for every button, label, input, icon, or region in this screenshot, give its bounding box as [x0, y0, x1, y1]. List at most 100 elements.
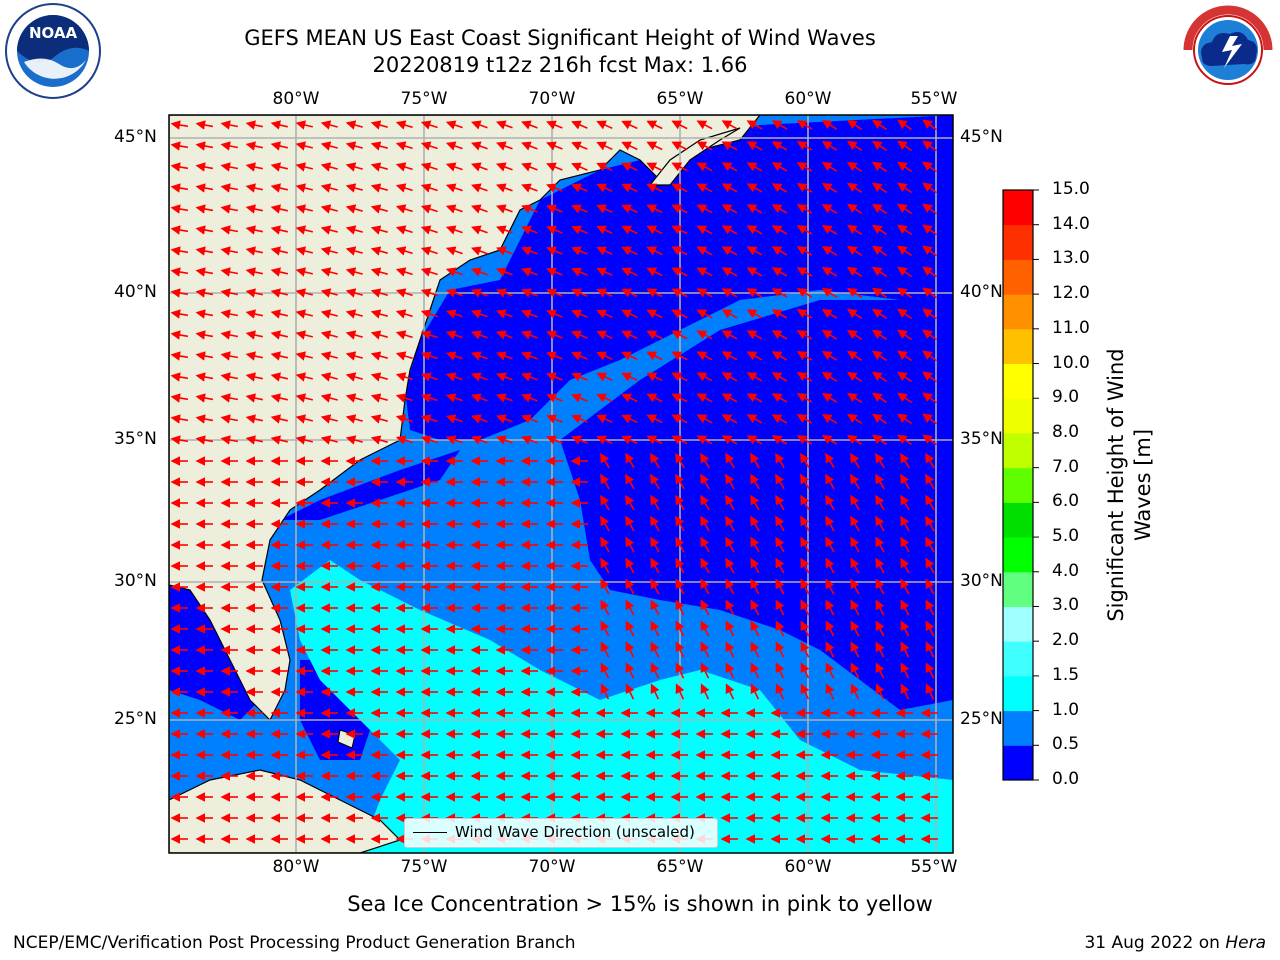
- wave-direction-arrow-icon: [295, 120, 313, 130]
- wave-direction-arrow-icon: [671, 309, 688, 319]
- footer-host: Hera: [1225, 933, 1266, 953]
- wave-direction-arrow-icon: [496, 351, 513, 361]
- wave-direction-arrow-icon: [220, 225, 239, 235]
- wave-direction-arrow-icon: [721, 288, 738, 298]
- wave-direction-arrow-icon: [270, 309, 288, 319]
- wave-direction-arrow-icon: [521, 120, 538, 130]
- wave-direction-arrow-icon: [195, 225, 214, 235]
- wave-direction-arrow-icon: [270, 393, 288, 403]
- wave-direction-arrow-icon: [925, 683, 935, 700]
- lon-label-top: 75°W: [400, 89, 448, 109]
- colorbar-segment: [1003, 294, 1033, 330]
- wave-direction-arrow-icon: [646, 204, 663, 214]
- wave-direction-arrow-icon: [370, 330, 388, 340]
- wave-direction-arrow-icon: [675, 557, 685, 574]
- wave-direction-arrow-icon: [897, 203, 913, 215]
- wave-direction-arrow-icon: [445, 288, 463, 298]
- wave-direction-arrow-icon: [270, 435, 288, 445]
- wave-direction-arrow-icon: [721, 225, 738, 235]
- wave-direction-arrow-icon: [800, 536, 810, 553]
- wave-direction-arrow-icon: [195, 393, 214, 403]
- wave-direction-arrow-icon: [370, 183, 388, 193]
- wave-direction-arrow-icon: [621, 162, 638, 172]
- wave-direction-arrow-icon: [445, 267, 463, 277]
- wave-direction-arrow-icon: [470, 309, 488, 319]
- wave-direction-arrow-icon: [646, 225, 663, 235]
- wave-direction-arrow-icon: [496, 225, 513, 235]
- wave-direction-arrow-icon: [571, 435, 588, 445]
- lon-label-top: 65°W: [656, 89, 704, 109]
- wave-direction-arrow-icon: [395, 393, 413, 403]
- wave-direction-arrow-icon: [922, 224, 937, 236]
- wave-direction-arrow-icon: [370, 204, 388, 214]
- wave-direction-arrow-icon: [195, 204, 214, 214]
- lon-label-bottom: 80°W: [272, 857, 320, 877]
- wave-direction-arrow-icon: [696, 225, 713, 235]
- wave-direction-arrow-icon: [195, 267, 214, 277]
- wave-direction-arrow-icon: [746, 267, 763, 277]
- lat-label-left: 35°N: [114, 429, 157, 449]
- wave-direction-arrow-icon: [696, 204, 713, 214]
- wave-direction-arrow-icon: [621, 183, 638, 193]
- wave-direction-arrow-icon: [470, 246, 488, 256]
- wave-direction-arrow-icon: [420, 120, 438, 130]
- wave-direction-arrow-icon: [571, 309, 588, 319]
- wave-direction-arrow-icon: [395, 120, 413, 130]
- wave-direction-arrow-icon: [245, 120, 263, 130]
- wave-direction-arrow-icon: [600, 578, 610, 595]
- wave-direction-arrow-icon: [295, 162, 313, 172]
- wave-direction-arrow-icon: [871, 371, 888, 383]
- wave-direction-arrow-icon: [900, 452, 910, 469]
- wave-direction-arrow-icon: [721, 351, 738, 361]
- wave-direction-arrow-icon: [195, 246, 214, 256]
- colorbar-tick-label: 6.0: [1052, 491, 1080, 512]
- wave-direction-arrow-icon: [521, 141, 538, 151]
- wave-direction-arrow-icon: [571, 414, 588, 424]
- wave-direction-arrow-icon: [821, 266, 838, 277]
- wave-direction-arrow-icon: [596, 309, 613, 319]
- colorbar-segment: [1003, 606, 1033, 642]
- wave-direction-arrow-icon: [746, 246, 763, 256]
- wave-direction-arrow-icon: [700, 452, 710, 469]
- wave-direction-arrow-icon: [546, 225, 563, 235]
- wave-direction-arrow-icon: [395, 288, 413, 298]
- wave-direction-arrow-icon: [470, 267, 488, 277]
- colorbar-segment: [1003, 641, 1033, 677]
- wave-direction-arrow-icon: [821, 161, 838, 172]
- wave-direction-arrow-icon: [445, 372, 463, 382]
- wave-direction-arrow-icon: [195, 183, 214, 193]
- wave-direction-arrow-icon: [646, 330, 663, 340]
- wave-direction-arrow-icon: [600, 515, 610, 532]
- map-title: GEFS MEAN US East Coast Significant Heig…: [244, 26, 876, 50]
- wave-direction-arrow-icon: [771, 246, 788, 256]
- wave-direction-arrow-icon: [922, 203, 937, 215]
- wave-direction-arrow-icon: [521, 414, 538, 424]
- wave-direction-arrow-icon: [721, 372, 738, 382]
- wave-direction-arrow-icon: [900, 515, 910, 532]
- wave-direction-arrow-icon: [245, 162, 263, 172]
- wave-direction-arrow-icon: [897, 245, 913, 257]
- wave-direction-arrow-icon: [846, 203, 863, 214]
- wave-direction-arrow-icon: [170, 435, 189, 445]
- wave-direction-arrow-icon: [850, 578, 860, 595]
- wave-direction-arrow-icon: [245, 435, 263, 445]
- wave-direction-arrow-icon: [821, 140, 838, 151]
- wave-direction-arrow-icon: [846, 308, 863, 319]
- wave-direction-arrow-icon: [800, 452, 810, 469]
- wave-direction-arrow-icon: [571, 225, 588, 235]
- wave-direction-arrow-icon: [245, 330, 263, 340]
- wave-direction-arrow-icon: [320, 204, 338, 214]
- wave-direction-arrow-icon: [846, 434, 863, 445]
- wave-direction-arrow-icon: [646, 267, 663, 277]
- wave-direction-arrow-icon: [897, 371, 913, 383]
- wave-direction-arrow-icon: [771, 414, 788, 424]
- wave-direction-arrow-icon: [771, 372, 788, 382]
- wave-direction-arrow-icon: [796, 267, 813, 277]
- wave-direction-arrow-icon: [900, 662, 910, 679]
- wave-direction-arrow-icon: [725, 494, 735, 511]
- wave-direction-arrow-icon: [445, 351, 463, 361]
- wave-direction-arrow-icon: [671, 288, 688, 298]
- wave-direction-arrow-icon: [621, 246, 638, 256]
- wave-direction-arrow-icon: [521, 183, 538, 193]
- wave-direction-arrow-icon: [850, 620, 860, 637]
